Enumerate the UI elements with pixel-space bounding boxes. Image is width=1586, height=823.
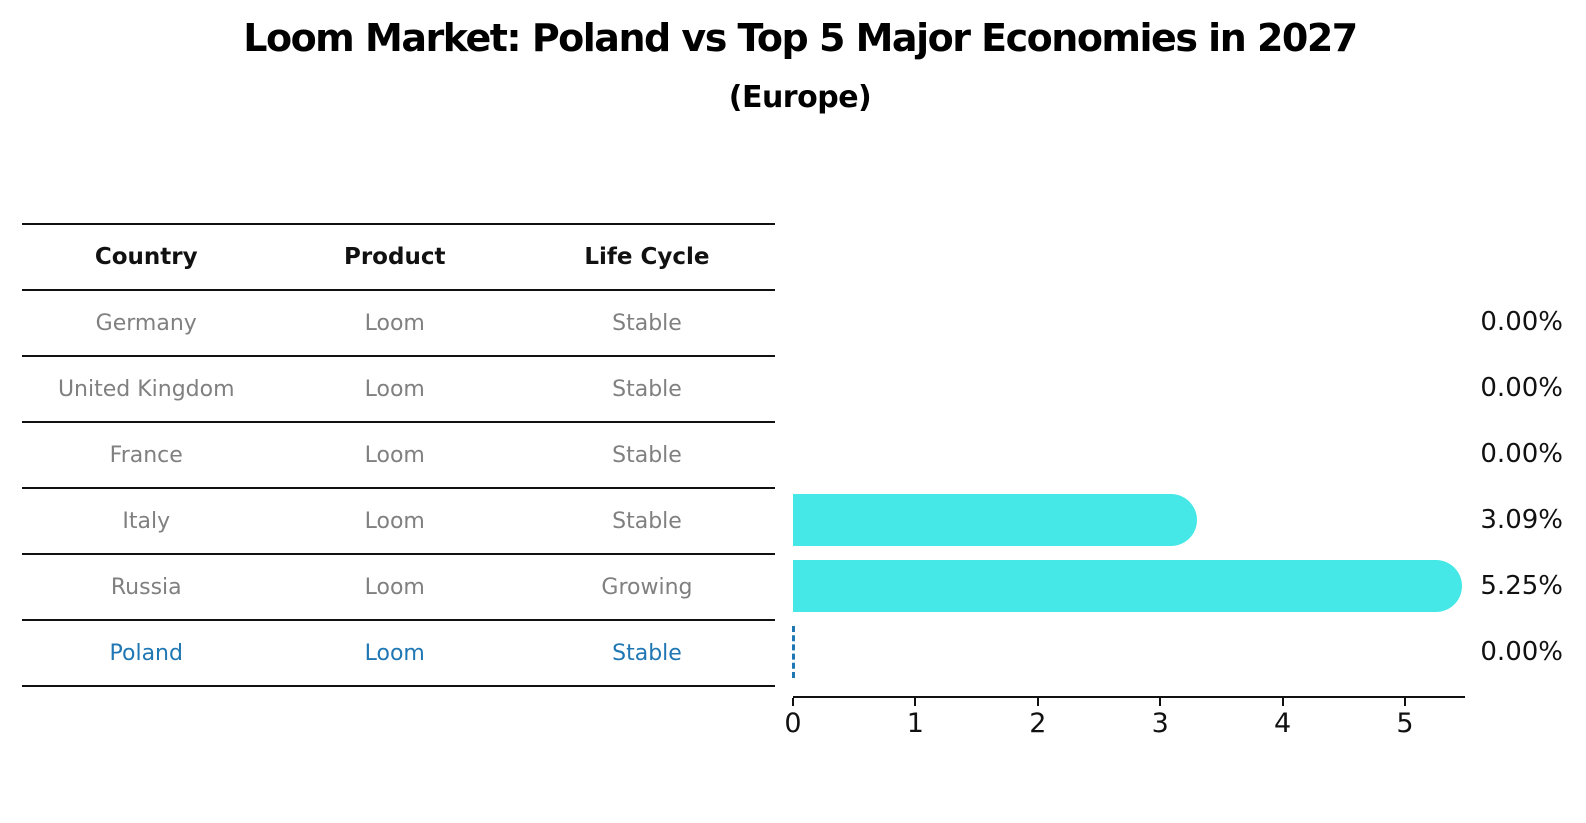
bar-value-label: 0.00% [1480, 307, 1563, 337]
table-cell-country: France [109, 442, 183, 468]
table-header-row: Country Product Life Cycle [22, 225, 775, 291]
table-cell-country: United Kingdom [57, 376, 235, 402]
bar-value-label: 0.00% [1480, 439, 1563, 469]
table-row: France Loom Stable [22, 423, 775, 489]
x-axis-tick [914, 698, 917, 706]
table-cell-lifecycle: Stable [612, 508, 682, 534]
table-row: United Kingdom Loom Stable [22, 357, 775, 423]
table-cell-product: Loom [364, 376, 425, 402]
table-cell-lifecycle: Stable [612, 442, 682, 468]
x-axis-tick-label: 5 [1396, 708, 1414, 739]
table-cell-lifecycle: Growing [601, 574, 693, 600]
bar [793, 494, 1198, 546]
table-row: Russia Loom Growing [22, 555, 775, 621]
table-cell-lifecycle: Stable [612, 376, 682, 402]
x-axis-line [793, 696, 1465, 698]
chart-title: Loom Market: Poland vs Top 5 Major Econo… [243, 16, 1358, 60]
table-cell-lifecycle: Stable [612, 310, 682, 336]
x-axis-tick-label: 1 [906, 708, 924, 739]
table-row: Italy Loom Stable [22, 489, 775, 555]
bar [793, 560, 1462, 612]
x-axis-tick-label: 2 [1029, 708, 1047, 739]
table-cell-product: Loom [364, 574, 425, 600]
x-axis-tick [1404, 698, 1406, 706]
table-cell-product: Loom [364, 640, 425, 666]
table-cell-country: Italy [122, 508, 171, 534]
table-cell-product: Loom [364, 442, 425, 468]
bar-value-label: 5.25% [1480, 571, 1563, 601]
bar-value-label: 0.00% [1480, 637, 1563, 667]
table-body: Germany Loom Stable United Kingdom Loom … [22, 291, 775, 687]
x-axis-tick [1159, 698, 1162, 706]
table-cell-country: Russia [110, 574, 182, 600]
column-header-lifecycle: Life Cycle [584, 244, 710, 270]
table-cell-lifecycle: Stable [612, 640, 682, 666]
table-cell-product: Loom [364, 508, 425, 534]
table-row: Poland Loom Stable [22, 621, 775, 687]
column-header-product: Product [343, 244, 446, 270]
table-row: Germany Loom Stable [22, 291, 775, 357]
country-table: Country Product Life Cycle Germany Loom … [22, 223, 775, 687]
x-axis-tick-label: 3 [1151, 708, 1169, 739]
table-cell-country: Germany [95, 310, 197, 336]
x-axis-tick [1281, 698, 1284, 706]
x-axis-tick-label: 0 [784, 708, 802, 739]
x-axis-tick [792, 698, 794, 706]
column-header-country: Country [94, 244, 198, 270]
x-axis-tick-label: 4 [1274, 708, 1292, 739]
x-axis-tick [1036, 698, 1039, 706]
bar-value-label: 3.09% [1480, 505, 1563, 535]
chart-subtitle: (Europe) [728, 80, 872, 115]
table-cell-product: Loom [364, 310, 425, 336]
bar-value-label: 0.00% [1480, 373, 1563, 403]
poland-zero-marker [792, 626, 795, 678]
table-cell-country: Poland [109, 640, 183, 666]
